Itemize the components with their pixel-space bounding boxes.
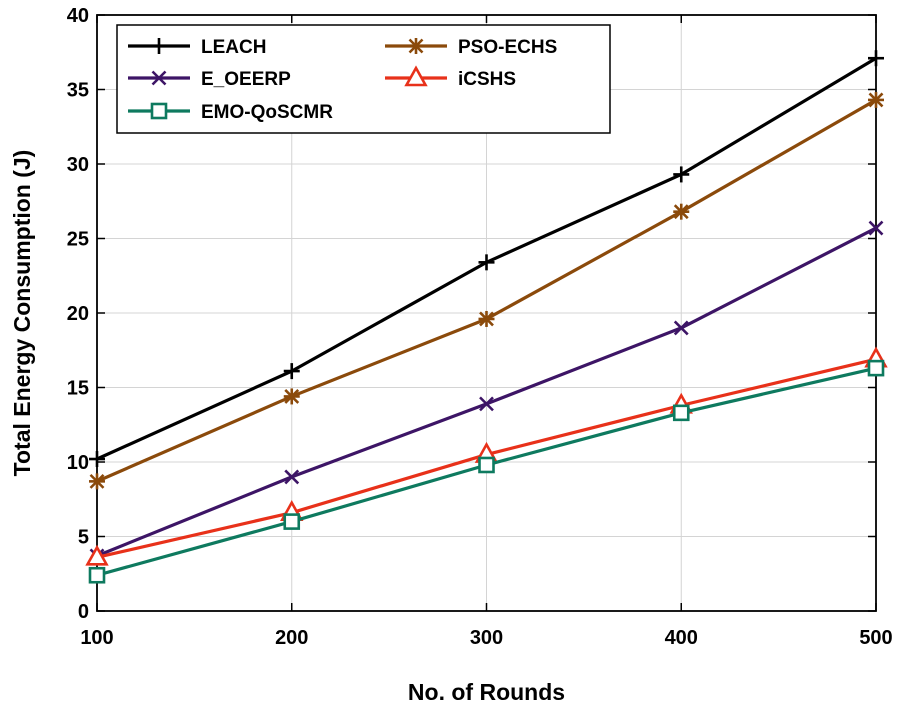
data-point-leach [673, 166, 690, 183]
y-tick-label: 5 [78, 527, 89, 549]
data-point-emo-qoscmr [283, 513, 301, 530]
series-emo-qoscmr [88, 359, 885, 584]
y-tick-label: 20 [67, 303, 89, 325]
data-point-leach [478, 254, 495, 271]
data-point-pso-echs [673, 203, 690, 220]
series-group [85, 50, 888, 584]
data-point-e-oeerp [868, 220, 884, 236]
y-tick-label: 10 [67, 452, 89, 474]
legend-label: EMO-QoSCMR [201, 102, 333, 123]
series-leach [89, 50, 884, 468]
legend-marker-e-oeerp [151, 70, 167, 86]
data-point-leach [89, 451, 105, 468]
y-axis-label: Total Energy Consumption (J) [9, 150, 35, 477]
x-tick-label: 400 [665, 627, 698, 649]
data-point-leach [868, 50, 884, 67]
data-point-pso-echs [478, 310, 495, 327]
legend-label: iCSHS [458, 69, 516, 90]
legend-entry-e-oeerp: E_OEERP [128, 69, 291, 90]
x-tick-label: 500 [859, 627, 892, 649]
data-point-leach [283, 363, 300, 380]
legend-entry-emo-qoscmr: EMO-QoSCMR [128, 102, 333, 123]
x-tick-label: 300 [470, 627, 503, 649]
y-tick-label: 0 [78, 601, 89, 623]
legend-label: PSO-ECHS [458, 37, 557, 58]
data-point-pso-echs [868, 91, 884, 108]
legend-entry-icshs: iCSHS [385, 65, 516, 90]
legend-marker-pso-echs [408, 38, 424, 54]
data-point-pso-echs [89, 473, 105, 490]
x-tick-label: 100 [80, 627, 113, 649]
data-point-e-oeerp [479, 396, 494, 412]
legend-label: LEACH [201, 37, 266, 58]
y-tick-label: 30 [67, 154, 89, 176]
legend-box [116, 24, 611, 134]
axis-ticks: 0 5 10 15 20 25 30 35 40 100 200 300 400 500 [67, 5, 893, 649]
data-point-emo-qoscmr [88, 566, 106, 584]
x-tick-label: 200 [275, 627, 308, 649]
legend-label: E_OEERP [201, 69, 291, 90]
legend-marker-emo-qoscmr [150, 102, 168, 120]
data-point-e-oeerp [284, 469, 300, 485]
data-point-e-oeerp [673, 320, 689, 336]
legend-marker-icshs [404, 65, 428, 87]
data-point-pso-echs [283, 388, 300, 405]
y-tick-label: 40 [67, 5, 89, 27]
series-pso-echs [89, 91, 884, 490]
legend-entry-pso-echs: PSO-ECHS [385, 37, 557, 58]
data-point-icshs [85, 544, 109, 566]
data-point-emo-qoscmr [867, 359, 885, 377]
y-tick-label: 15 [67, 378, 89, 400]
data-point-emo-qoscmr [672, 404, 690, 422]
x-axis-label: No. of Rounds [408, 679, 565, 705]
legend: LEACH PSO-ECHS E_OEERP iCSHS EMO-QoSCMR [116, 24, 611, 134]
legend-marker-leach [151, 38, 167, 54]
legend-entry-leach: LEACH [128, 37, 266, 58]
data-point-emo-qoscmr [478, 456, 495, 474]
y-tick-label: 25 [67, 229, 89, 251]
y-tick-label: 35 [67, 80, 89, 102]
